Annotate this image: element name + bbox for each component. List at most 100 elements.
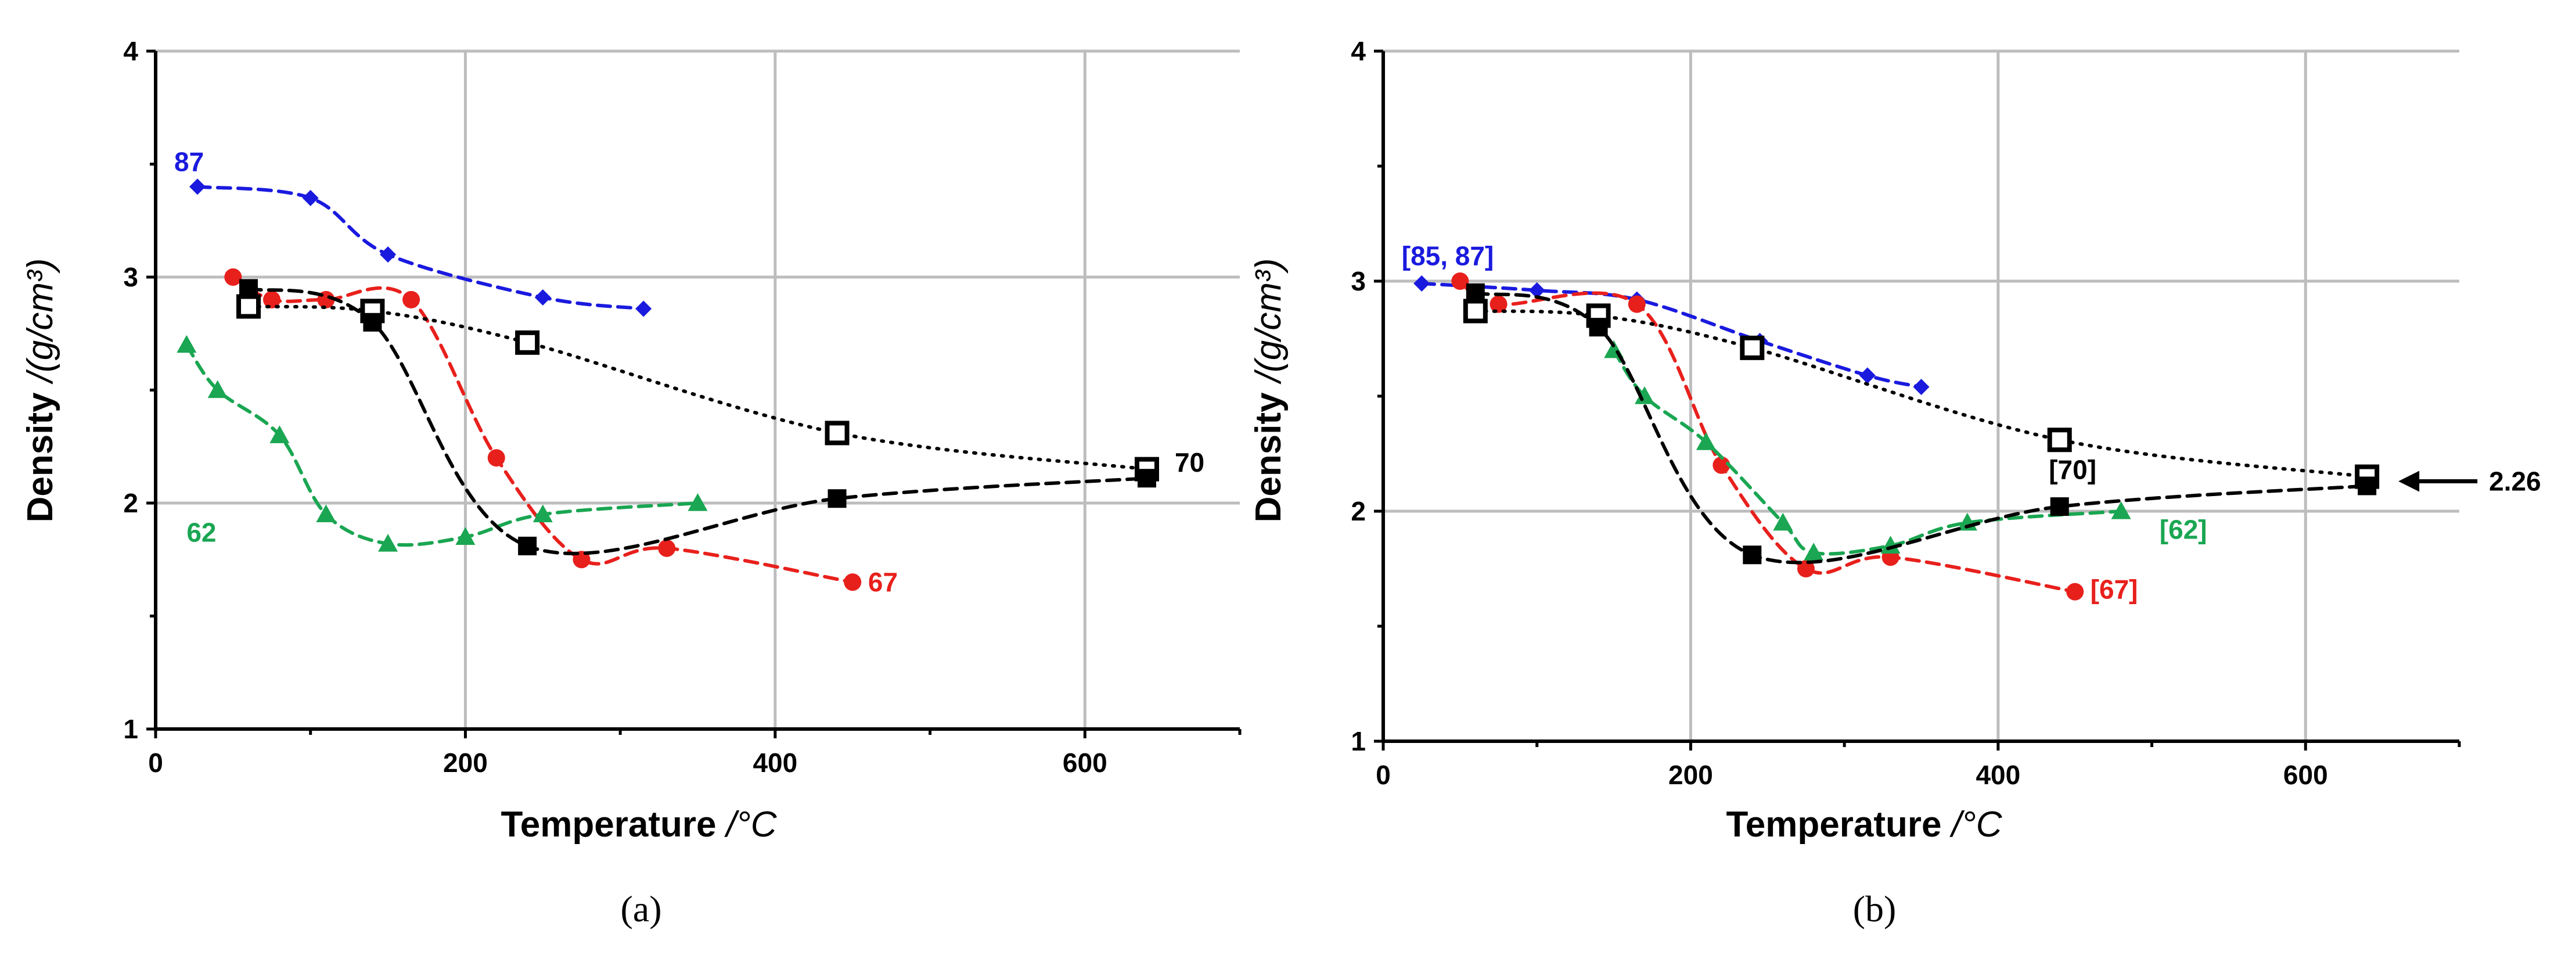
series-label-a-1: 67 xyxy=(868,567,898,597)
y-tick-label-a: 2 xyxy=(123,488,138,518)
series-label-b-2: [62] xyxy=(2160,515,2207,545)
data-point-a-3-3 xyxy=(825,421,850,446)
series-label-b-1: [67] xyxy=(2091,575,2138,605)
data-point-a-4-0 xyxy=(239,279,258,298)
y-tick-label-b: 2 xyxy=(1351,496,1366,526)
x-tick-label-a: 0 xyxy=(148,748,163,778)
x-tick-label-a: 400 xyxy=(753,748,797,778)
data-point-a-0-2 xyxy=(380,246,397,263)
series-label-a-2: 62 xyxy=(186,518,216,548)
y-tick-label-a: 1 xyxy=(123,714,138,744)
y-tick-label-b: 3 xyxy=(1351,266,1366,296)
data-point-a-1-3 xyxy=(402,290,420,308)
x-axis-label-b: Temperature /°C xyxy=(1726,805,2002,845)
data-point-a-2-4 xyxy=(378,534,398,552)
series-line-a-4 xyxy=(247,286,1149,555)
data-point-b-2-4 xyxy=(1804,543,1824,561)
series-line-b-1 xyxy=(1458,279,2077,594)
annotation-label: 2.26 xyxy=(2489,466,2541,497)
data-point-a-2-1 xyxy=(207,380,228,398)
data-point-a-2-5 xyxy=(455,527,476,545)
data-point-b-0-5 xyxy=(1913,379,1930,396)
x-tick-label-b: 600 xyxy=(2283,760,2328,790)
data-point-a-4-2 xyxy=(518,536,537,555)
data-point-a-1-0 xyxy=(224,268,242,286)
x-tick-label-b: 400 xyxy=(1976,760,2020,790)
series-label-a-0: 87 xyxy=(174,147,204,177)
series-line-a-0 xyxy=(196,185,646,311)
series-label-b-4: [70] xyxy=(2049,455,2096,485)
data-point-a-0-4 xyxy=(635,300,652,317)
data-point-a-0-3 xyxy=(534,289,551,306)
y-tick-label-b: 1 xyxy=(1351,726,1366,756)
x-tick-label-b: 0 xyxy=(1376,760,1391,790)
data-point-b-0-0 xyxy=(1413,275,1430,292)
x-tick-label-a: 200 xyxy=(443,748,488,778)
series-label-b-0: [85, 87] xyxy=(1402,240,1494,271)
data-point-a-1-4 xyxy=(487,449,505,467)
y-tick-label-a: 4 xyxy=(123,36,138,66)
data-point-a-3-2 xyxy=(515,330,540,355)
data-point-b-2-5 xyxy=(1880,536,1901,554)
series-line-b-3 xyxy=(1473,309,2369,479)
series-b-3 xyxy=(1463,299,2380,489)
data-point-a-1-6 xyxy=(658,539,676,557)
data-point-b-2-3 xyxy=(1773,512,1793,531)
data-point-b-1-3 xyxy=(1712,456,1730,474)
data-point-b-4-4 xyxy=(2358,476,2377,496)
data-point-a-0-0 xyxy=(189,178,206,195)
y-tick-label-b: 4 xyxy=(1351,36,1366,66)
x-axis-label-a: Temperature /°C xyxy=(501,805,777,845)
data-point-b-2-7 xyxy=(2111,501,2131,519)
data-point-b-4-2 xyxy=(1743,545,1762,565)
data-point-a-0-1 xyxy=(302,189,319,206)
series-b-4: [70] xyxy=(1466,283,2377,565)
data-point-b-3-3 xyxy=(2047,428,2072,453)
y-axis-label-b: Density /(g/cm³) xyxy=(1249,259,1289,523)
data-point-b-4-3 xyxy=(2050,497,2069,516)
panel-label-b: (b) xyxy=(1853,888,1897,929)
data-point-b-1-1 xyxy=(1490,295,1508,313)
x-tick-label-a: 600 xyxy=(1063,748,1107,778)
data-point-b-4-0 xyxy=(1466,283,1485,302)
data-point-a-2-7 xyxy=(688,493,708,511)
series-b-1: [67] xyxy=(1451,272,2138,605)
data-point-b-1-4 xyxy=(1797,560,1815,577)
data-point-b-3-2 xyxy=(1740,335,1765,360)
data-point-b-4-1 xyxy=(1589,318,1608,337)
data-point-b-0-1 xyxy=(1528,282,1545,299)
data-point-b-2-2 xyxy=(1696,432,1716,450)
data-point-a-1-1 xyxy=(263,290,281,308)
series-line-a-2 xyxy=(185,343,700,547)
data-point-b-0-4 xyxy=(1859,367,1876,384)
data-point-b-1-6 xyxy=(2066,583,2084,601)
series-line-b-4 xyxy=(1473,290,2369,565)
annotation-b: 2.26 xyxy=(2398,466,2541,497)
series-label-a-4: 70 xyxy=(1175,447,1204,478)
data-point-a-2-6 xyxy=(533,504,553,523)
series-a-2: 62 xyxy=(177,335,708,552)
data-point-a-4-3 xyxy=(828,489,847,508)
x-tick-label-b: 200 xyxy=(1668,760,1713,790)
series-line-a-3 xyxy=(247,304,1149,471)
chart-panel-b: 1 2 3 4 0 200 400 600 Temperature /°C Density /(g… xyxy=(1249,36,2541,929)
series-a-4: 70 xyxy=(239,279,1204,555)
data-point-b-1-0 xyxy=(1451,272,1469,290)
data-point-a-2-2 xyxy=(269,425,290,443)
series-a-0: 87 xyxy=(174,147,652,317)
data-point-a-2-0 xyxy=(177,335,197,353)
data-point-a-2-3 xyxy=(316,504,336,523)
y-tick-label-a: 3 xyxy=(123,262,138,292)
data-point-a-1-7 xyxy=(844,573,862,591)
data-point-b-2-1 xyxy=(1635,386,1655,404)
data-point-b-3-0 xyxy=(1463,299,1488,324)
panel-label-a: (a) xyxy=(620,888,661,929)
data-point-a-4-1 xyxy=(363,313,382,332)
series-line-b-2 xyxy=(1612,348,2123,556)
data-point-a-3-0 xyxy=(236,294,261,319)
series-a-1: 67 xyxy=(224,268,898,597)
y-axis-label-a: Density /(g/cm³) xyxy=(20,259,60,523)
data-point-a-4-4 xyxy=(1137,469,1156,488)
series-line-a-1 xyxy=(231,275,855,584)
